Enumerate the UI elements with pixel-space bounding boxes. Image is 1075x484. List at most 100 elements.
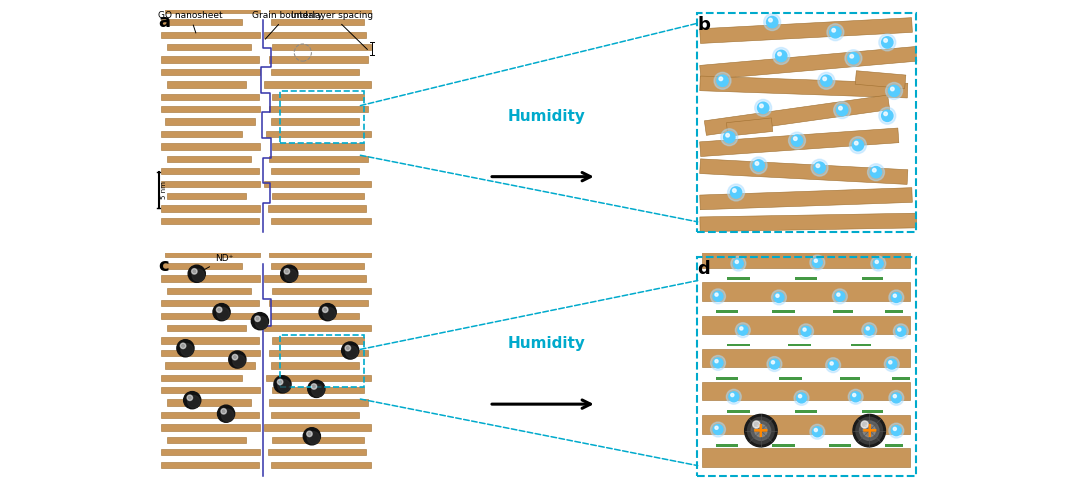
- Circle shape: [835, 291, 845, 302]
- Circle shape: [755, 99, 772, 116]
- Circle shape: [345, 346, 350, 351]
- FancyBboxPatch shape: [160, 31, 260, 38]
- Circle shape: [770, 359, 779, 369]
- Text: +: +: [860, 421, 878, 440]
- Circle shape: [187, 395, 192, 400]
- FancyBboxPatch shape: [272, 288, 371, 294]
- FancyBboxPatch shape: [264, 181, 371, 187]
- Circle shape: [755, 424, 768, 437]
- Circle shape: [836, 105, 848, 116]
- Circle shape: [830, 27, 841, 38]
- FancyBboxPatch shape: [168, 437, 246, 443]
- Circle shape: [866, 327, 870, 330]
- Circle shape: [216, 307, 221, 313]
- Circle shape: [306, 431, 312, 437]
- FancyBboxPatch shape: [772, 310, 794, 313]
- FancyBboxPatch shape: [269, 251, 371, 257]
- Circle shape: [814, 428, 817, 432]
- Circle shape: [181, 343, 186, 348]
- Circle shape: [232, 355, 245, 367]
- FancyBboxPatch shape: [160, 181, 260, 187]
- Circle shape: [848, 389, 863, 404]
- FancyBboxPatch shape: [269, 399, 369, 406]
- Circle shape: [882, 110, 893, 121]
- FancyBboxPatch shape: [779, 377, 802, 379]
- Circle shape: [826, 358, 841, 373]
- Text: GO nanosheet: GO nanosheet: [158, 11, 223, 33]
- FancyBboxPatch shape: [168, 44, 250, 50]
- FancyBboxPatch shape: [702, 415, 909, 434]
- Circle shape: [760, 104, 763, 108]
- FancyBboxPatch shape: [166, 251, 260, 257]
- Circle shape: [890, 87, 894, 91]
- FancyBboxPatch shape: [700, 18, 913, 44]
- Text: Grain boundary: Grain boundary: [252, 11, 322, 39]
- FancyBboxPatch shape: [266, 131, 371, 137]
- Circle shape: [828, 360, 838, 370]
- Circle shape: [850, 392, 861, 402]
- Circle shape: [730, 187, 742, 198]
- FancyBboxPatch shape: [702, 316, 909, 334]
- Circle shape: [322, 307, 328, 313]
- Circle shape: [812, 159, 828, 176]
- Circle shape: [822, 77, 827, 81]
- Circle shape: [740, 327, 743, 330]
- FancyBboxPatch shape: [160, 412, 259, 418]
- FancyBboxPatch shape: [700, 46, 917, 80]
- Circle shape: [715, 426, 718, 429]
- Circle shape: [801, 326, 811, 336]
- Circle shape: [820, 75, 832, 87]
- Circle shape: [889, 391, 904, 406]
- FancyBboxPatch shape: [700, 159, 908, 184]
- Circle shape: [284, 269, 289, 274]
- Circle shape: [731, 393, 734, 396]
- Circle shape: [303, 428, 320, 445]
- Circle shape: [727, 389, 742, 404]
- FancyBboxPatch shape: [272, 387, 363, 393]
- Circle shape: [879, 107, 895, 124]
- FancyBboxPatch shape: [702, 282, 909, 301]
- FancyBboxPatch shape: [702, 382, 909, 400]
- Circle shape: [232, 354, 238, 360]
- Circle shape: [735, 260, 739, 263]
- FancyBboxPatch shape: [160, 57, 259, 63]
- Circle shape: [799, 394, 802, 398]
- FancyBboxPatch shape: [160, 449, 260, 455]
- FancyBboxPatch shape: [700, 188, 913, 210]
- Circle shape: [731, 256, 746, 271]
- FancyBboxPatch shape: [160, 387, 260, 393]
- FancyBboxPatch shape: [160, 205, 260, 212]
- FancyBboxPatch shape: [160, 462, 259, 468]
- Circle shape: [895, 326, 906, 336]
- Circle shape: [752, 160, 764, 171]
- Circle shape: [882, 37, 893, 48]
- Text: ND⁺: ND⁺: [199, 255, 233, 272]
- FancyBboxPatch shape: [272, 437, 363, 443]
- Circle shape: [775, 50, 787, 61]
- Text: c: c: [158, 257, 169, 275]
- Circle shape: [891, 292, 901, 302]
- Circle shape: [884, 112, 887, 116]
- FancyBboxPatch shape: [168, 325, 246, 332]
- Circle shape: [750, 157, 768, 174]
- Circle shape: [862, 422, 877, 437]
- Circle shape: [889, 290, 904, 305]
- FancyBboxPatch shape: [271, 412, 359, 418]
- Circle shape: [776, 294, 779, 297]
- Circle shape: [737, 325, 748, 335]
- Circle shape: [277, 380, 290, 392]
- Circle shape: [754, 423, 769, 438]
- FancyBboxPatch shape: [885, 310, 903, 313]
- Circle shape: [838, 106, 843, 110]
- FancyBboxPatch shape: [269, 156, 369, 162]
- Circle shape: [799, 324, 814, 339]
- Circle shape: [721, 129, 737, 146]
- FancyBboxPatch shape: [271, 168, 359, 174]
- Circle shape: [717, 75, 728, 87]
- Circle shape: [735, 323, 750, 338]
- Circle shape: [864, 424, 874, 435]
- FancyBboxPatch shape: [268, 449, 366, 455]
- FancyBboxPatch shape: [862, 410, 883, 413]
- FancyBboxPatch shape: [272, 143, 363, 150]
- Circle shape: [864, 325, 874, 335]
